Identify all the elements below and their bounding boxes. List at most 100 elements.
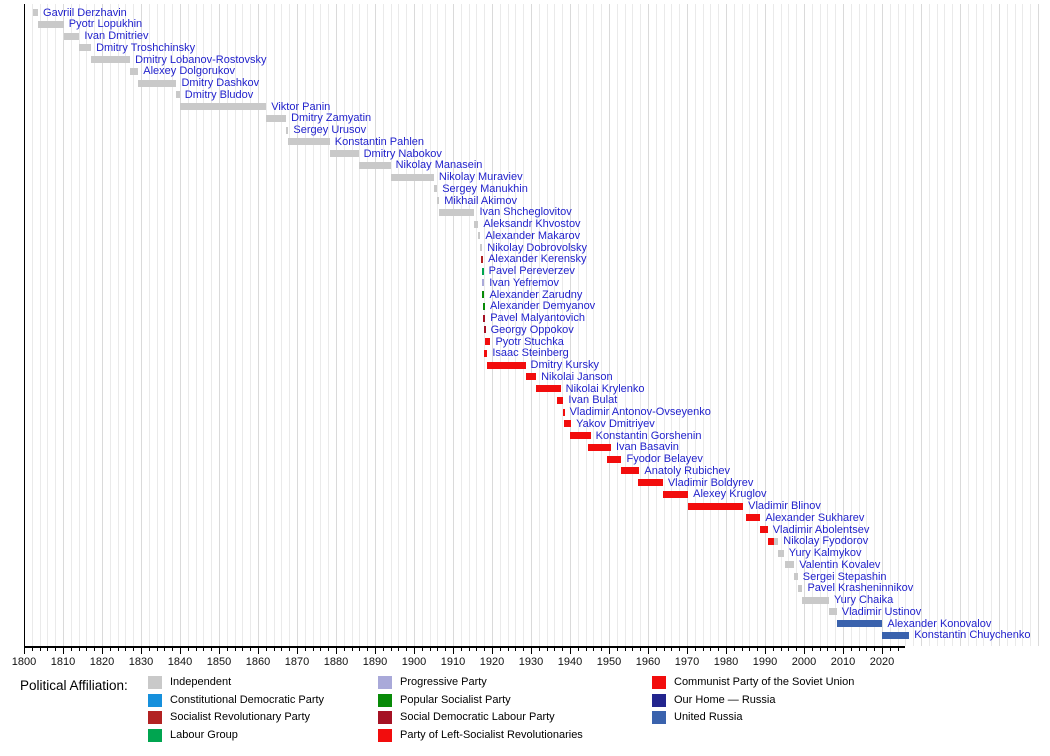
minister-link[interactable]: Sergey Manukhin (442, 182, 528, 195)
minister-link[interactable]: Pavel Malyantovich (490, 312, 585, 324)
axis-tick (47, 648, 49, 651)
minister-link[interactable]: Dmitry Kursky (530, 359, 599, 371)
gridline (180, 4, 181, 646)
minister-link[interactable]: Alexander Sukharev (765, 511, 865, 524)
axis-tick-label: 1950 (596, 656, 622, 668)
gridline (445, 4, 447, 646)
axis-tick (593, 648, 595, 651)
gridline (624, 4, 626, 646)
axis-tick (765, 648, 766, 654)
minister-link[interactable]: Dmitry Lobanov-Rostovsky (135, 53, 267, 66)
minister-link[interactable]: Fyodor Belayev (626, 453, 703, 465)
minister-link[interactable]: Nikolay Muraviev (438, 171, 523, 183)
gridline (593, 4, 595, 646)
minister-link[interactable]: Alexander Zarudny (489, 288, 583, 301)
gridline (390, 4, 392, 646)
minister-link[interactable]: Yury Kalmykov (788, 547, 862, 559)
axis-tick (375, 648, 376, 654)
minister-link[interactable]: Nikolay Fyodorov (783, 535, 869, 548)
minister-link[interactable]: Dmitry Dashkov (181, 77, 260, 89)
minister-link[interactable]: Vladimir Boldyrev (667, 476, 754, 489)
timeline-bar (179, 103, 267, 110)
gridline (492, 4, 493, 646)
minister-link[interactable]: Dmitry Bludov (184, 88, 254, 101)
minister-link[interactable]: Pyotr Lopukhin (68, 18, 143, 31)
minister-link[interactable]: Sergey Urusov (293, 124, 367, 136)
minister-link[interactable]: Pavel Pereverzev (488, 265, 575, 277)
axis-tick (117, 648, 119, 651)
axis-tick (531, 648, 532, 654)
gridline (258, 4, 259, 646)
minister-link[interactable]: Ivan Yefremov (489, 276, 559, 289)
minister-link[interactable]: Yakov Dmitriyev (576, 417, 655, 430)
minister-link[interactable]: Nikolay Dobrovolsky (487, 241, 587, 254)
minister-link[interactable]: Valentin Kovalev (799, 558, 881, 571)
axis-tick (804, 648, 805, 654)
minister-link[interactable]: Georgy Oppokov (490, 323, 574, 336)
axis-tick (265, 648, 267, 651)
gridline (94, 4, 96, 646)
legend-swatch (378, 676, 392, 689)
minister-link[interactable]: Mikhail Akimov (444, 194, 517, 207)
gridline (967, 4, 969, 646)
axis-tick (453, 648, 454, 654)
axis-tick-label: 1980 (713, 656, 739, 668)
gridline (577, 4, 579, 646)
minister-link[interactable]: Alexey Kruglov (693, 488, 767, 501)
gridline (468, 4, 470, 646)
axis-tick (788, 648, 790, 651)
minister-link[interactable]: Yury Chaika (833, 594, 894, 606)
minister-link[interactable]: Vladimir Ustinov (841, 605, 922, 618)
minister-link[interactable]: Viktor Panin (271, 100, 331, 113)
minister-link[interactable]: Alexander Kerensky (488, 253, 587, 266)
axis-tick-label: 1800 (11, 656, 37, 668)
minister-link[interactable]: Pavel Krasheninnikov (807, 582, 914, 595)
timeline-bar (688, 502, 744, 510)
minister-link[interactable]: Dmitry Troshchinsky (96, 41, 196, 54)
minister-link[interactable]: Sergei Stepashin (802, 570, 887, 583)
minister-link[interactable]: Vladimir Blinov (748, 500, 821, 512)
minister-link[interactable]: Alexey Dolgorukov (143, 65, 235, 78)
minister-link[interactable]: Isaac Steinberg (492, 347, 569, 360)
gridline (39, 4, 41, 646)
axis-tick (172, 648, 174, 651)
minister-link[interactable]: Konstantin Gorshenin (595, 429, 702, 442)
timeline-bar (288, 138, 330, 146)
minister-link[interactable]: Ivan Dmitriev (84, 30, 149, 42)
axis-tick (585, 648, 587, 651)
legend-title: Political Affiliation: (20, 678, 128, 693)
minister-link[interactable]: Ivan Bulat (568, 394, 618, 407)
minister-link[interactable]: Nikolai Janson (541, 370, 613, 383)
timeline-bar (438, 208, 475, 216)
axis-tick-label: 1920 (479, 656, 505, 668)
minister-link[interactable]: Vladimir Abolentsev (772, 523, 870, 536)
legend-item-label: Progressive Party (400, 676, 487, 688)
minister-link[interactable]: Nikolai Krylenko (565, 382, 645, 395)
minister-link[interactable]: Alexander Demyanov (490, 300, 596, 313)
minister-link[interactable]: Dmitry Nabokov (363, 147, 442, 160)
gridline (679, 4, 681, 646)
gridline (297, 4, 298, 646)
axis-tick (39, 648, 41, 651)
minister-link[interactable]: Vladimir Antonov-Ovseyenko (569, 406, 711, 418)
timeline-bar (176, 91, 180, 99)
minister-link[interactable]: Konstantin Pahlen (334, 135, 425, 148)
axis-tick (336, 648, 337, 654)
minister-link[interactable]: Dmitry Zamyatin (291, 112, 372, 125)
minister-link[interactable]: Nikolay Manasein (395, 159, 483, 172)
gridline (726, 4, 727, 646)
minister-link[interactable]: Gavriil Derzhavin (43, 6, 127, 19)
gridline (86, 4, 88, 646)
timeline-bar (802, 596, 829, 604)
minister-link[interactable]: Anatoly Rubichev (644, 464, 731, 477)
gridline (343, 4, 345, 646)
minister-link[interactable]: Alexander Makarov (485, 229, 581, 242)
minister-link[interactable]: Ivan Shcheglovitov (479, 206, 572, 219)
minister-link[interactable]: Pyotr Stuchka (495, 335, 564, 348)
axis-tick (741, 648, 743, 651)
minister-link[interactable]: Ivan Basavin (615, 441, 679, 454)
minister-link[interactable]: Aleksandr Khvostov (483, 218, 581, 230)
minister-link[interactable]: Konstantin Chuychenko (914, 629, 1031, 642)
gridline (733, 4, 735, 646)
minister-link[interactable]: Alexander Konovalov (887, 617, 992, 630)
